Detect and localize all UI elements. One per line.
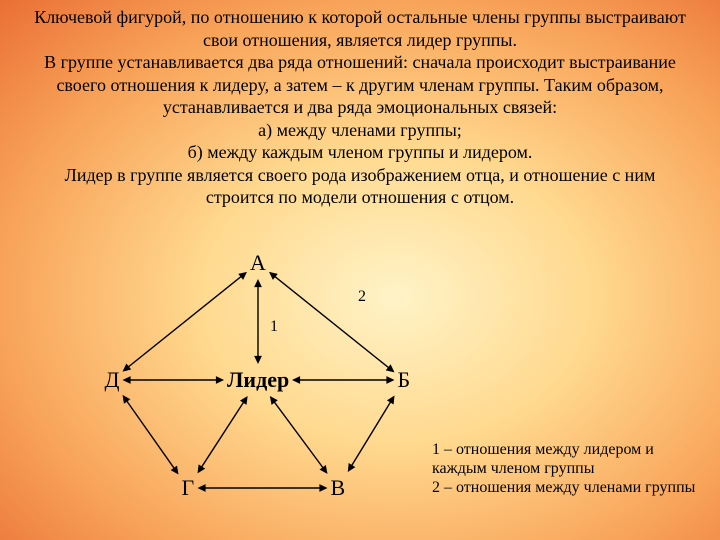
node-D: Д — [105, 367, 120, 393]
edge-label-1: 1 — [270, 318, 278, 336]
diagram-legend: 1 – отношения между лидером и каждым чле… — [432, 440, 697, 498]
node-V: В — [331, 475, 346, 501]
node-G: Г — [182, 475, 195, 501]
node-A: А — [250, 250, 266, 276]
node-Lider: Лидер — [227, 367, 289, 393]
edge-label-2: 2 — [358, 288, 366, 306]
intro-paragraph: Ключевой фигурой, по отношению к которой… — [30, 6, 690, 209]
node-B: Б — [398, 367, 411, 393]
